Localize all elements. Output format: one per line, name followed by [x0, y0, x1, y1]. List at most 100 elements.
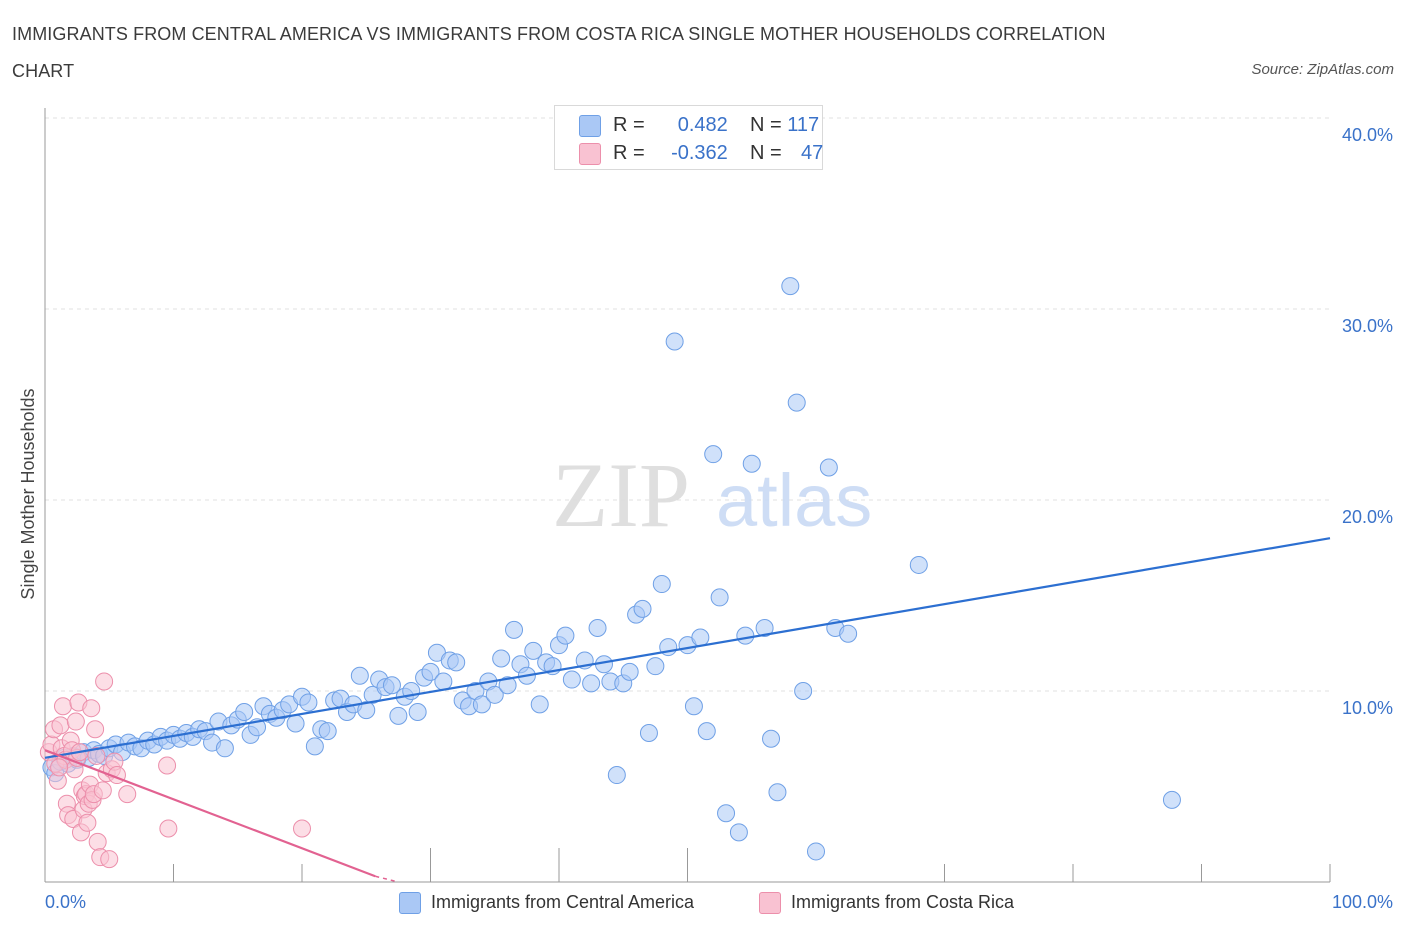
data-point-central-america — [684, 697, 703, 716]
data-point-central-america — [755, 618, 774, 637]
legend-swatch-pink — [579, 143, 601, 165]
data-point-costa-rica — [293, 819, 311, 838]
r-label: R = — [613, 142, 645, 164]
data-point-central-america — [652, 575, 671, 594]
n-value: 117 — [787, 114, 820, 136]
data-point-central-america — [794, 682, 813, 700]
x-tick-label: 0.0% — [45, 892, 86, 912]
tick-labels: 10.0% 20.0% 30.0% 40.0% 0.0% 100.0% — [45, 125, 1393, 912]
data-point-costa-rica — [82, 699, 101, 718]
legend-swatch-blue — [579, 115, 601, 137]
data-point-central-america — [382, 676, 401, 695]
watermark-atlas: atlas — [716, 459, 872, 542]
y-tick-label: 10.0% — [1342, 698, 1393, 718]
data-point-central-america — [762, 729, 781, 748]
data-point-central-america — [839, 624, 858, 643]
legend-swatch-pink — [759, 892, 781, 914]
data-point-costa-rica — [93, 781, 112, 800]
data-point-central-america — [710, 588, 729, 607]
r-label: R = — [613, 114, 645, 136]
data-point-central-america — [807, 842, 825, 861]
data-point-central-america — [447, 653, 466, 672]
legend-label: Immigrants from Costa Rica — [791, 892, 1015, 912]
data-point-costa-rica — [88, 832, 107, 851]
data-point-central-america — [620, 662, 639, 681]
data-point-central-america — [530, 695, 549, 714]
trend-line-costa-rica — [44, 749, 376, 878]
data-point-central-america — [704, 445, 723, 464]
n-label: N = — [750, 114, 782, 136]
data-point-costa-rica — [50, 758, 69, 777]
data-point-central-america — [742, 454, 761, 473]
data-point-central-america — [215, 739, 234, 758]
data-point-central-america — [781, 277, 800, 296]
data-point-costa-rica — [158, 756, 177, 775]
data-point-costa-rica — [51, 716, 70, 735]
y-tick-label: 30.0% — [1342, 316, 1393, 336]
data-point-costa-rica — [100, 850, 119, 869]
data-point-costa-rica — [78, 813, 97, 832]
watermark: ZIP atlas — [552, 444, 872, 546]
n-label: N = — [750, 142, 782, 164]
data-point-central-america — [357, 701, 376, 720]
data-point-central-america — [485, 685, 504, 704]
data-point-central-america — [318, 722, 337, 741]
data-point-central-america — [299, 693, 318, 712]
data-point-costa-rica — [86, 720, 105, 739]
data-point-central-america — [665, 332, 684, 351]
data-point-costa-rica — [95, 672, 114, 691]
chart-title: IMMIGRANTS FROM CENTRAL AMERICA VS IMMIG… — [12, 24, 1106, 81]
data-point-central-america — [408, 703, 427, 722]
data-point-costa-rica — [66, 712, 85, 731]
data-point-costa-rica — [118, 785, 137, 804]
trend-line-costa-rica-extension — [375, 875, 399, 883]
data-point-central-america — [736, 626, 755, 645]
series-central-america — [42, 277, 1181, 861]
data-point-central-america — [421, 662, 440, 681]
trend-line-central-america — [44, 537, 1331, 759]
data-point-central-america — [524, 641, 543, 660]
data-point-central-america — [498, 676, 517, 695]
data-point-central-america — [305, 737, 324, 756]
data-point-central-america — [588, 618, 607, 637]
data-point-central-america — [646, 657, 665, 676]
y-tick-label: 20.0% — [1342, 507, 1393, 527]
data-point-central-america — [633, 599, 652, 618]
data-point-central-america — [389, 706, 408, 725]
y-tick-label: 40.0% — [1342, 125, 1393, 145]
r-value: -0.362 — [671, 142, 728, 164]
data-point-central-america — [492, 649, 511, 668]
data-point-central-america — [768, 783, 787, 802]
data-point-central-america — [639, 724, 658, 743]
data-point-central-america — [729, 823, 748, 842]
data-point-central-america — [235, 703, 254, 722]
data-point-central-america — [562, 670, 581, 689]
data-point-central-america — [697, 722, 716, 741]
data-point-central-america — [582, 674, 601, 693]
data-point-central-america — [819, 458, 838, 477]
watermark-zip: ZIP — [552, 444, 690, 546]
data-point-central-america — [350, 666, 369, 685]
source-label: Source: ZipAtlas.com — [1251, 61, 1394, 78]
x-tick-label: 100.0% — [1332, 892, 1393, 912]
axes — [44, 108, 1331, 883]
data-point-central-america — [434, 672, 453, 691]
data-point-central-america — [691, 628, 710, 647]
data-point-central-america — [607, 766, 626, 785]
n-value: 47 — [801, 142, 824, 164]
y-axis-label: Single Mother Households — [18, 388, 38, 599]
data-point-central-america — [909, 555, 928, 574]
data-point-costa-rica — [53, 697, 72, 716]
legend-swatch-blue — [399, 892, 421, 914]
stats-legend: R = 0.482 N = 117 R = -0.362 N = 47 — [554, 105, 823, 170]
trend-lines — [44, 537, 1331, 883]
grid-lines — [45, 117, 1330, 692]
data-point-central-america — [717, 804, 736, 823]
data-point-central-america — [787, 393, 806, 412]
data-point-central-america — [505, 620, 524, 639]
data-point-costa-rica — [87, 746, 106, 765]
data-point-central-america — [286, 714, 305, 733]
r-value: 0.482 — [677, 114, 728, 136]
data-point-central-america — [556, 626, 575, 645]
